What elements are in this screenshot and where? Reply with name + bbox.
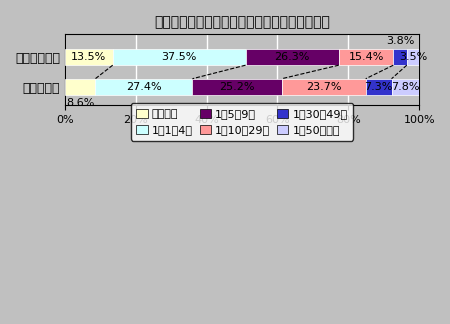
Bar — [366, 79, 392, 95]
Text: 15.4%: 15.4% — [348, 52, 384, 62]
Bar — [65, 49, 112, 65]
Bar — [282, 79, 366, 95]
Bar — [95, 79, 193, 95]
Text: 7.3%: 7.3% — [364, 82, 393, 92]
Text: 37.5%: 37.5% — [162, 52, 197, 62]
Bar — [112, 49, 246, 65]
Text: 3.8%: 3.8% — [386, 36, 414, 46]
Bar — [65, 79, 95, 95]
Text: 3.5%: 3.5% — [399, 52, 427, 62]
Text: 26.3%: 26.3% — [274, 52, 310, 62]
Bar — [393, 49, 407, 65]
Text: 13.5%: 13.5% — [71, 52, 106, 62]
Bar — [193, 79, 282, 95]
Title: パケット定額制加入・非加入者のメール送信数: パケット定額制加入・非加入者のメール送信数 — [154, 15, 330, 29]
Bar — [246, 49, 339, 65]
Bar — [339, 49, 393, 65]
Bar — [407, 49, 419, 65]
Text: 7.8%: 7.8% — [391, 82, 419, 92]
Text: 23.7%: 23.7% — [306, 82, 342, 92]
Legend: 週に数通, 1日1～4通, 1日5～9通, 1日10～29通, 1日30～49通, 1日50通以上: 週に数通, 1日1～4通, 1日5～9通, 1日10～29通, 1日30～49通… — [131, 103, 353, 141]
Text: 27.4%: 27.4% — [126, 82, 162, 92]
Bar — [392, 79, 419, 95]
Text: 8.6%: 8.6% — [66, 98, 94, 108]
Text: 25.2%: 25.2% — [219, 82, 255, 92]
